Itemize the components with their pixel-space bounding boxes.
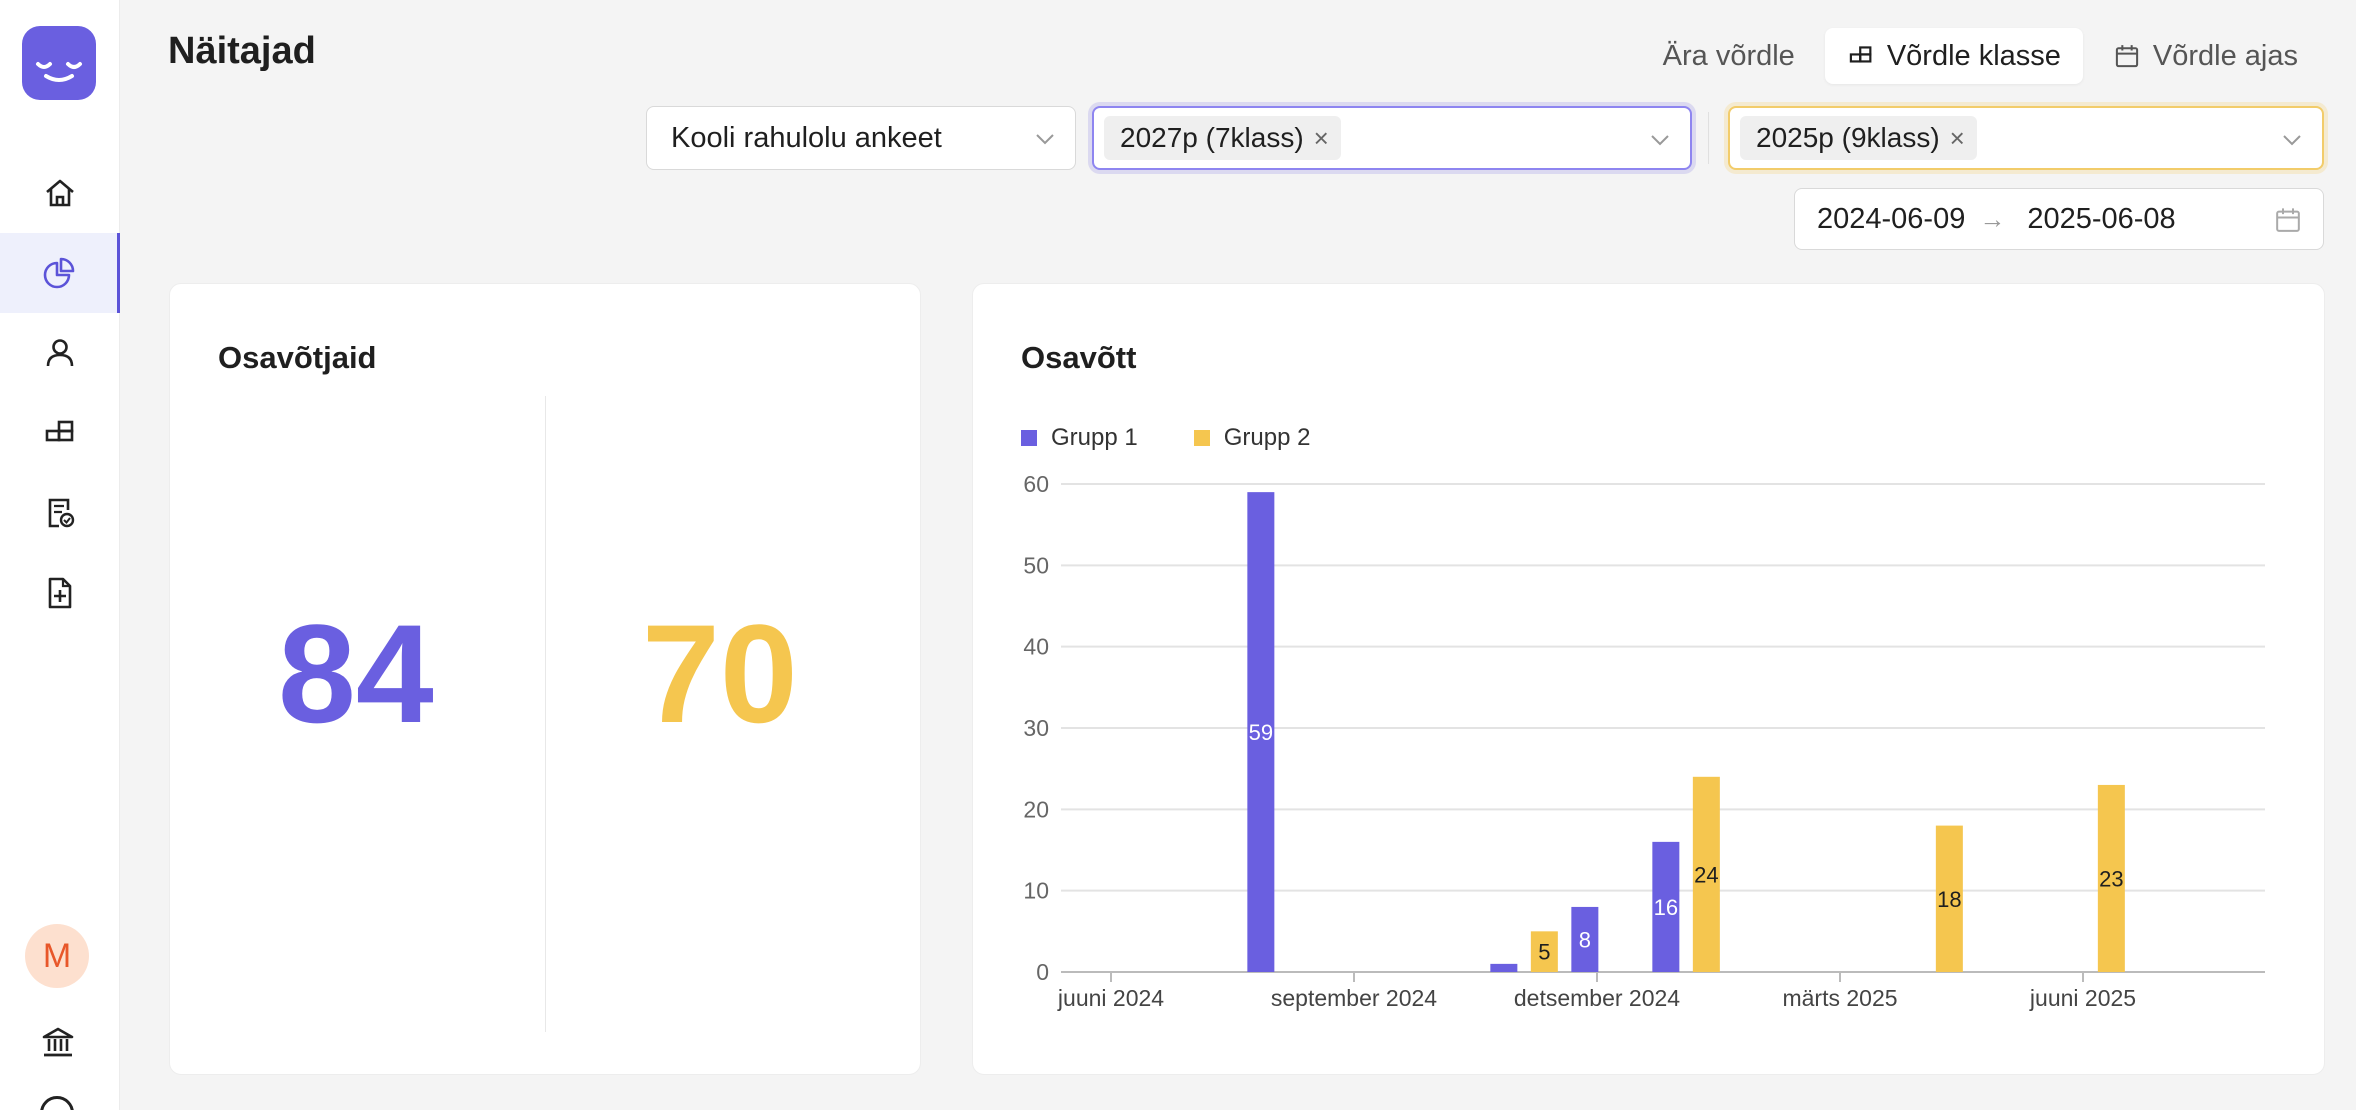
group1-participant-count: 84 bbox=[278, 595, 434, 752]
nav-new-form[interactable] bbox=[0, 553, 120, 633]
participants-title: Osavõtjaid bbox=[218, 340, 377, 375]
remove-tag-icon[interactable]: × bbox=[1949, 122, 1965, 153]
y-tick-label: 60 bbox=[1023, 471, 1049, 497]
compare-time-button[interactable]: Võrdle ajas bbox=[2091, 28, 2320, 84]
compare-mode-toggle: Ära võrdle Võrdle klasse Võrdle ajas bbox=[1641, 28, 2320, 84]
x-tick-label: september 2024 bbox=[1271, 985, 1437, 1011]
home-icon bbox=[46, 179, 74, 207]
bar-data-label: 5 bbox=[1538, 940, 1550, 965]
bar-group1 bbox=[1490, 963, 1518, 972]
sidebar: M bbox=[0, 0, 120, 1110]
date-to[interactable]: 2025-06-08 bbox=[2027, 202, 2176, 235]
survey-select-value: Kooli rahulolu ankeet bbox=[671, 121, 942, 154]
calendar-icon bbox=[2115, 45, 2139, 68]
compare-blocks-icon bbox=[1849, 46, 1872, 63]
legend-item-group2[interactable]: Grupp 2 bbox=[1193, 424, 1311, 452]
x-tick-label: juuni 2025 bbox=[2029, 985, 2136, 1011]
compare-classes-label: Võrdle klasse bbox=[1886, 39, 2061, 72]
x-tick-label: detsember 2024 bbox=[1514, 985, 1680, 1011]
bar-group2 bbox=[1935, 825, 1963, 972]
group2-select[interactable]: 2025p (9klass) × bbox=[1728, 106, 2324, 170]
date-range-picker[interactable]: 2024-06-09 → 2025-06-08 bbox=[1794, 188, 2324, 250]
compare-blocks-icon bbox=[45, 420, 74, 442]
settings-icon[interactable] bbox=[40, 1096, 74, 1110]
legend-item-group1[interactable]: Grupp 1 bbox=[1021, 424, 1138, 452]
y-tick-label: 50 bbox=[1023, 552, 1049, 578]
y-tick-label: 10 bbox=[1023, 878, 1049, 904]
user-avatar[interactable]: M bbox=[25, 924, 89, 988]
compare-time-label: Võrdle ajas bbox=[2152, 39, 2298, 72]
y-tick-label: 20 bbox=[1023, 796, 1049, 822]
bar-group2 bbox=[1530, 931, 1558, 972]
x-tick-label: märts 2025 bbox=[1782, 985, 1897, 1011]
date-from[interactable]: 2024-06-09 bbox=[1817, 202, 1966, 235]
participation-bar-chart: 0 10 20 30 40 50 60 juuni 2024 september 2024 det… bbox=[1023, 471, 2265, 1011]
chevron-down-icon bbox=[1651, 135, 1669, 146]
nav-classes[interactable] bbox=[0, 393, 120, 473]
compare-none-button[interactable]: Ära võrdle bbox=[1641, 28, 1817, 84]
legend-swatch bbox=[1193, 430, 1210, 446]
user-icon bbox=[46, 339, 74, 367]
pie-chart-icon bbox=[43, 257, 74, 289]
nav-reports[interactable] bbox=[0, 473, 120, 553]
calendar-icon bbox=[2276, 208, 2300, 232]
chevron-down-icon bbox=[2283, 135, 2301, 146]
bar-data-label: 59 bbox=[1249, 720, 1273, 745]
group2-tag: 2025p (9klass) × bbox=[1740, 116, 1977, 160]
participants-card: Osavõtjaid 84 70 bbox=[169, 283, 921, 1075]
stat-divider bbox=[545, 396, 546, 1032]
chart-title: Osavõtt bbox=[1021, 340, 1137, 375]
report-check-icon bbox=[48, 498, 75, 528]
page-title: Näitajad bbox=[168, 30, 316, 72]
x-tick-label: juuni 2024 bbox=[1057, 985, 1164, 1011]
chart-legend: Grupp 1 Grupp 2 bbox=[1021, 424, 1310, 452]
file-add-icon bbox=[48, 577, 72, 609]
group1-tag: 2027p (7klass) × bbox=[1104, 116, 1341, 160]
bar-data-label: 18 bbox=[1937, 887, 1961, 912]
bar-data-label: 8 bbox=[1579, 927, 1591, 952]
remove-tag-icon[interactable]: × bbox=[1313, 122, 1329, 153]
survey-select[interactable]: Kooli rahulolu ankeet bbox=[646, 106, 1076, 170]
arrow-right-icon: → bbox=[1979, 203, 2006, 234]
participation-chart-card: Osavõtt Grupp 1 Grupp 2 0 10 20 30 40 50 60 juu… bbox=[972, 283, 2325, 1075]
y-tick-label: 0 bbox=[1036, 959, 1049, 985]
nav-home[interactable] bbox=[0, 153, 120, 233]
bar-data-label: 24 bbox=[1694, 862, 1718, 887]
compare-classes-button[interactable]: Võrdle klasse bbox=[1824, 28, 2083, 84]
bar-group1 bbox=[1247, 492, 1275, 972]
bank-icon[interactable] bbox=[40, 1024, 76, 1065]
group2-participant-count: 70 bbox=[642, 595, 798, 752]
chevron-down-icon bbox=[1036, 134, 1054, 145]
legend-label: Grupp 1 bbox=[1051, 424, 1138, 451]
filter-divider bbox=[1708, 112, 1709, 164]
group1-select[interactable]: 2027p (7klass) × bbox=[1092, 106, 1692, 170]
y-tick-label: 40 bbox=[1023, 634, 1049, 660]
bar-group2 bbox=[2097, 784, 2125, 972]
app-logo[interactable] bbox=[22, 26, 96, 100]
compare-none-label: Ära võrdle bbox=[1662, 39, 1795, 72]
legend-swatch bbox=[1021, 430, 1037, 446]
bar-group1 bbox=[1571, 906, 1599, 972]
y-tick-label: 30 bbox=[1023, 715, 1049, 741]
group2-tag-label: 2025p (9klass) bbox=[1756, 122, 1940, 153]
legend-label: Grupp 2 bbox=[1223, 424, 1311, 451]
nav-dashboard[interactable] bbox=[0, 233, 120, 313]
bar-group1 bbox=[1652, 841, 1680, 972]
bar-group2 bbox=[1692, 776, 1720, 972]
group1-tag-label: 2027p (7klass) bbox=[1120, 122, 1304, 153]
bar-data-label: 23 bbox=[2099, 866, 2123, 891]
bar-data-label: 16 bbox=[1654, 895, 1678, 920]
nav-users[interactable] bbox=[0, 313, 120, 393]
